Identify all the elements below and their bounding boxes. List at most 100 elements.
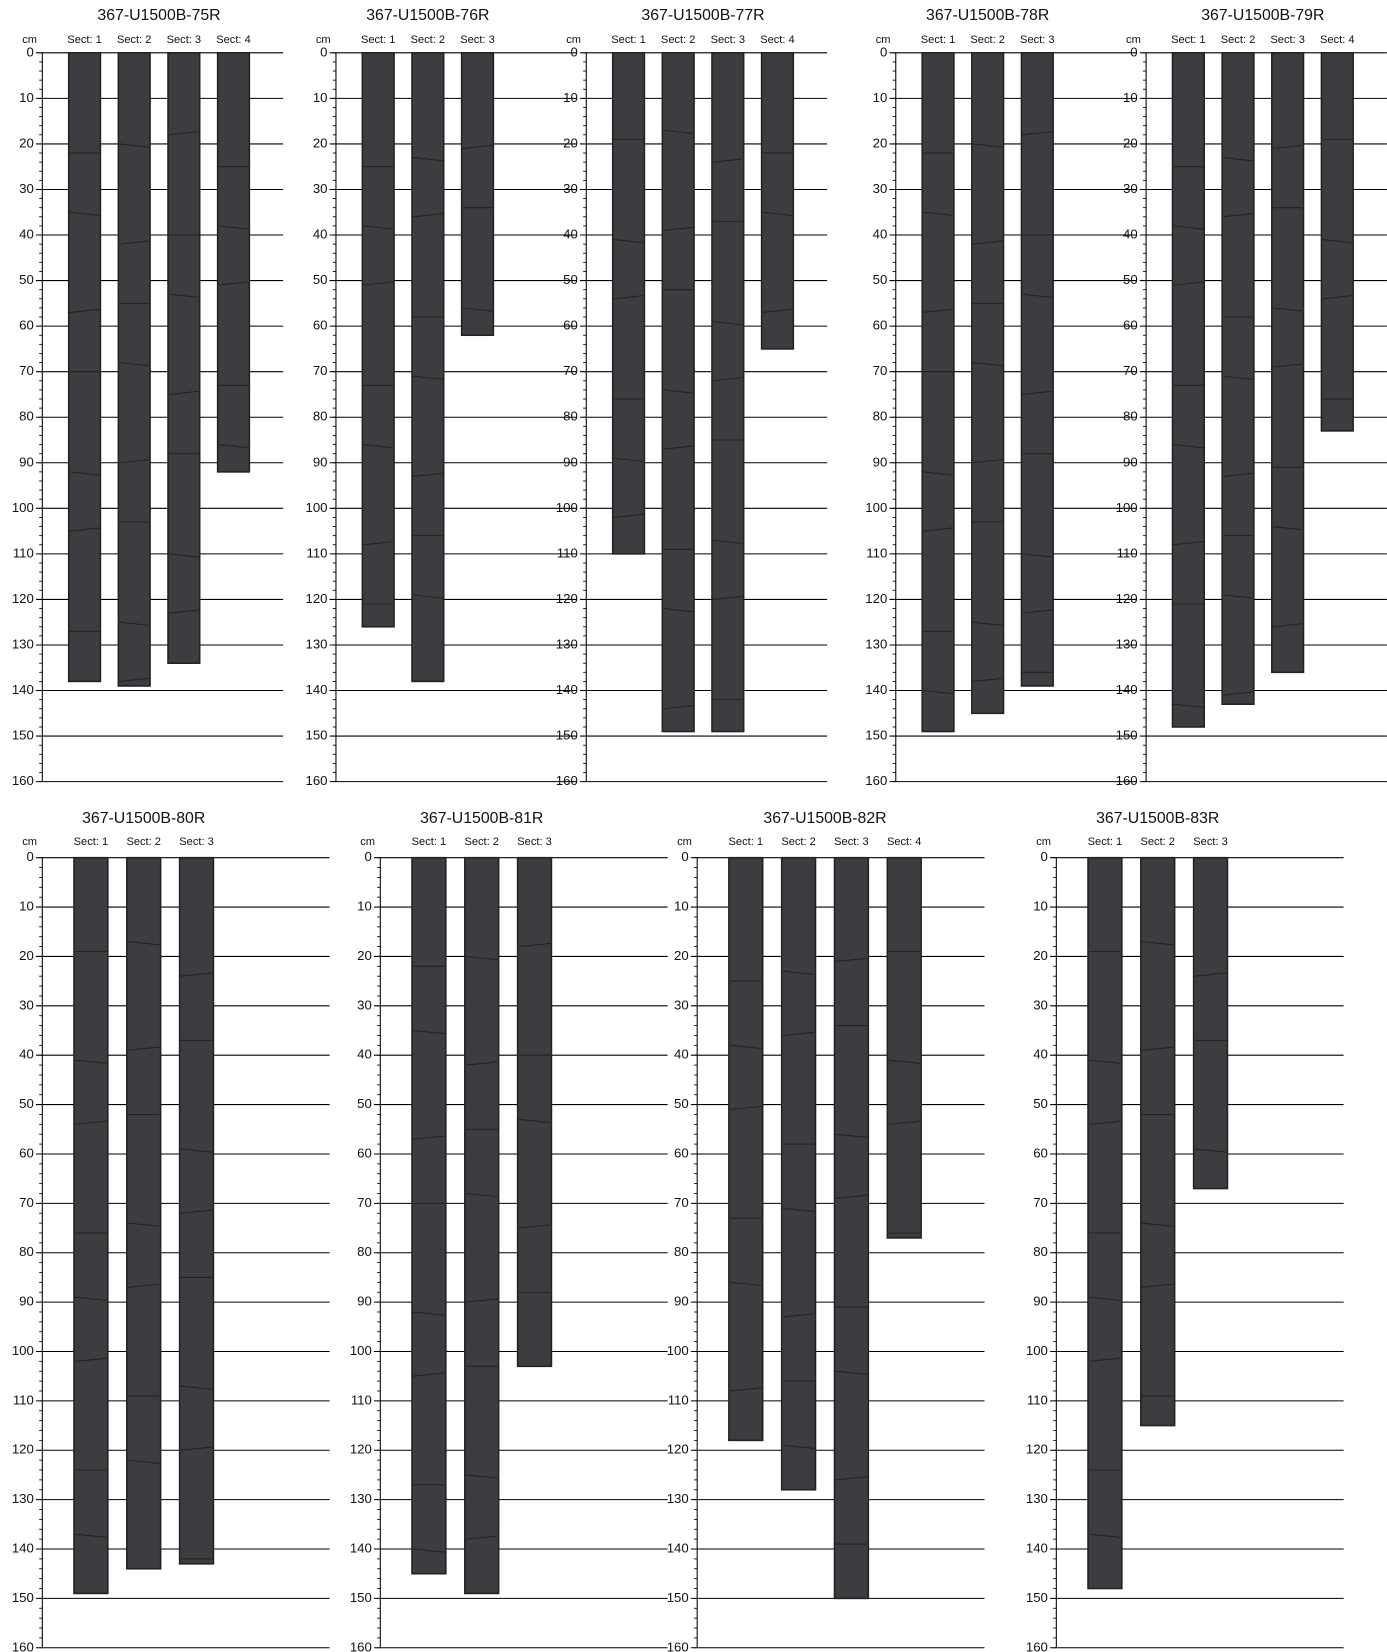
y-tick-label: 100 bbox=[667, 1343, 689, 1358]
y-tick-label: 60 bbox=[674, 1145, 689, 1160]
y-tick-label: 120 bbox=[1116, 591, 1138, 606]
section-label: Sect: 2 bbox=[1140, 836, 1174, 848]
y-tick-label: 10 bbox=[1033, 899, 1048, 914]
y-tick-label: 50 bbox=[357, 1096, 372, 1111]
y-tick-label: 70 bbox=[563, 363, 578, 378]
y-tick-label: 100 bbox=[305, 500, 327, 515]
y-tick-label: 80 bbox=[357, 1244, 372, 1259]
core-section bbox=[1173, 53, 1205, 727]
y-tick-label: 60 bbox=[357, 1145, 372, 1160]
y-tick-label: 100 bbox=[556, 500, 578, 515]
core-section bbox=[74, 858, 108, 1594]
y-tick-label: 100 bbox=[350, 1343, 372, 1358]
y-tick-label: 100 bbox=[12, 1343, 34, 1358]
section-label: Sect: 2 bbox=[781, 836, 815, 848]
y-tick-label: 20 bbox=[1033, 948, 1048, 963]
core-panel: 367-U1500B-79Rcm010203040506070809010011… bbox=[1116, 7, 1387, 788]
y-tick-label: 50 bbox=[1123, 272, 1138, 287]
y-tick-label: 110 bbox=[866, 545, 887, 560]
y-tick-label: 0 bbox=[365, 849, 372, 864]
y-tick-label: 150 bbox=[865, 728, 887, 743]
y-tick-label: 20 bbox=[674, 948, 689, 963]
y-tick-label: 70 bbox=[873, 363, 888, 378]
y-tick-label: 120 bbox=[350, 1442, 372, 1457]
section-label: Sect: 1 bbox=[1171, 34, 1205, 46]
y-tick-label: 70 bbox=[674, 1195, 689, 1210]
y-tick-label: 50 bbox=[563, 272, 578, 287]
panel-title: 367-U1500B-78R bbox=[926, 7, 1049, 24]
y-tick-label: 10 bbox=[563, 90, 578, 105]
y-tick-label: 0 bbox=[27, 849, 34, 864]
y-tick-label: 150 bbox=[12, 728, 34, 743]
y-tick-label: 100 bbox=[1026, 1343, 1048, 1358]
y-tick-label: 80 bbox=[563, 409, 578, 424]
core-section bbox=[412, 858, 446, 1574]
section-label: Sect: 2 bbox=[126, 836, 160, 848]
section-label: Sect: 3 bbox=[711, 34, 745, 46]
y-tick-label: 160 bbox=[1116, 773, 1138, 788]
y-tick-label: 60 bbox=[19, 1145, 34, 1160]
y-tick-label: 60 bbox=[1033, 1145, 1048, 1160]
y-tick-label: 50 bbox=[313, 272, 328, 287]
y-tick-label: 80 bbox=[1123, 409, 1138, 424]
core-section bbox=[972, 53, 1004, 713]
core-panel: 367-U1500B-76Rcm010203040506070809010011… bbox=[305, 7, 576, 788]
core-section bbox=[712, 53, 744, 732]
section-label: Sect: 2 bbox=[411, 34, 445, 46]
page: {"panels": [ {"title": "367-U1500B-75R",… bbox=[0, 0, 1387, 1652]
panel-title: 367-U1500B-79R bbox=[1201, 7, 1324, 24]
y-tick-label: 40 bbox=[313, 227, 328, 242]
y-tick-label: 90 bbox=[1123, 454, 1138, 469]
y-tick-label: 20 bbox=[313, 135, 328, 150]
y-tick-label: 10 bbox=[313, 90, 328, 105]
y-tick-label: 90 bbox=[563, 454, 578, 469]
section-label: Sect: 3 bbox=[834, 836, 868, 848]
core-section bbox=[462, 53, 494, 335]
y-tick-label: 40 bbox=[19, 1047, 34, 1062]
y-tick-label: 150 bbox=[305, 728, 327, 743]
y-tick-label: 110 bbox=[668, 1392, 689, 1407]
y-tick-label: 140 bbox=[305, 682, 327, 697]
section-label: Sect: 4 bbox=[760, 34, 794, 46]
y-tick-label: 140 bbox=[12, 682, 34, 697]
y-tick-label: 100 bbox=[865, 500, 887, 515]
panel-title: 367-U1500B-77R bbox=[641, 7, 764, 24]
y-tick-label: 0 bbox=[570, 44, 577, 59]
axis-unit: cm bbox=[360, 836, 375, 848]
y-tick-label: 80 bbox=[19, 409, 34, 424]
core-section bbox=[835, 858, 869, 1599]
y-tick-label: 120 bbox=[12, 1442, 34, 1457]
section-label: Sect: 2 bbox=[117, 34, 151, 46]
y-tick-label: 0 bbox=[880, 44, 887, 59]
y-tick-label: 70 bbox=[1033, 1195, 1048, 1210]
section-label: Sect: 2 bbox=[970, 34, 1004, 46]
y-tick-label: 30 bbox=[563, 181, 578, 196]
core-section bbox=[218, 53, 250, 472]
y-tick-label: 20 bbox=[19, 135, 34, 150]
axis-unit: cm bbox=[22, 836, 37, 848]
core-section bbox=[362, 53, 394, 627]
y-tick-label: 110 bbox=[557, 545, 578, 560]
y-tick-label: 0 bbox=[1130, 44, 1137, 59]
y-tick-label: 70 bbox=[357, 1195, 372, 1210]
axis-unit: cm bbox=[677, 836, 692, 848]
y-tick-label: 10 bbox=[674, 899, 689, 914]
core-panel: 367-U1500B-77Rcm010203040506070809010011… bbox=[556, 7, 827, 788]
y-tick-label: 10 bbox=[1123, 90, 1138, 105]
y-tick-label: 130 bbox=[667, 1491, 689, 1506]
y-tick-label: 90 bbox=[357, 1294, 372, 1309]
y-tick-label: 130 bbox=[305, 636, 327, 651]
y-tick-label: 140 bbox=[1026, 1540, 1048, 1555]
y-tick-label: 120 bbox=[865, 591, 887, 606]
y-tick-label: 70 bbox=[19, 363, 34, 378]
section-label: Sect: 2 bbox=[661, 34, 695, 46]
y-tick-label: 0 bbox=[27, 44, 34, 59]
y-tick-label: 130 bbox=[12, 1491, 34, 1506]
y-tick-label: 160 bbox=[1026, 1639, 1048, 1652]
panel-title: 367-U1500B-75R bbox=[97, 7, 220, 24]
y-tick-label: 60 bbox=[1123, 318, 1138, 333]
core-panel: 367-U1500B-82Rcm010203040506070809010011… bbox=[667, 810, 985, 1652]
core-section bbox=[729, 858, 763, 1441]
y-tick-label: 50 bbox=[674, 1096, 689, 1111]
core-section bbox=[922, 53, 954, 732]
